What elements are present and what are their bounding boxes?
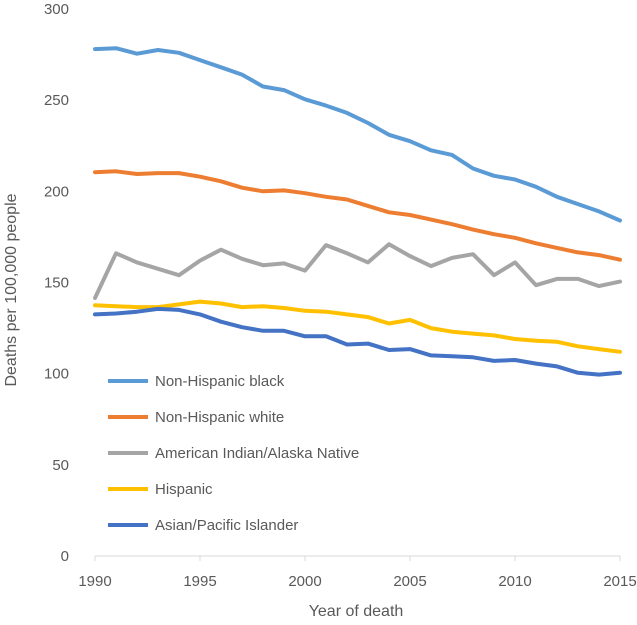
x-tick-label: 1990 (78, 573, 111, 590)
y-axis-ticks: 0 50 100 150 200 250 300 (44, 1, 69, 565)
x-tick-label: 2015 (603, 573, 636, 590)
y-tick-label: 100 (44, 366, 69, 383)
x-tick-label: 2010 (498, 573, 531, 590)
series-lines (93, 46, 622, 377)
series-line-asian-pacific-islander (93, 306, 622, 377)
legend-label-asian-pacific-islander: Asian/Pacific Islander (155, 517, 298, 534)
legend: Non-Hispanic black Non-Hispanic white Amer… (108, 373, 359, 534)
legend-label-hispanic: Hispanic (155, 481, 213, 498)
y-tick-label: 200 (44, 183, 69, 200)
series-line-american-indian-alaska-native (93, 242, 622, 300)
x-axis-ticks: 1990 1995 2000 2005 2010 2015 (78, 556, 637, 590)
y-axis-label: Deaths per 100,000 people (3, 193, 20, 386)
series-line-non-hispanic-black (93, 46, 622, 223)
legend-label-american-indian-alaska-native: American Indian/Alaska Native (155, 445, 359, 462)
series-line-non-hispanic-white (93, 169, 622, 262)
y-tick-label: 50 (52, 457, 69, 474)
series-line-hispanic (93, 299, 622, 354)
y-tick-label: 150 (44, 275, 69, 292)
y-tick-label: 300 (44, 1, 69, 18)
x-axis-label: Year of death (309, 603, 404, 620)
y-tick-label: 0 (61, 548, 69, 565)
y-tick-label: 250 (44, 92, 69, 109)
legend-label-non-hispanic-black: Non-Hispanic black (155, 373, 285, 390)
x-tick-label: 2005 (393, 573, 426, 590)
x-tick-label: 2000 (288, 573, 321, 590)
legend-label-non-hispanic-white: Non-Hispanic white (155, 409, 284, 426)
x-tick-label: 1995 (183, 573, 216, 590)
